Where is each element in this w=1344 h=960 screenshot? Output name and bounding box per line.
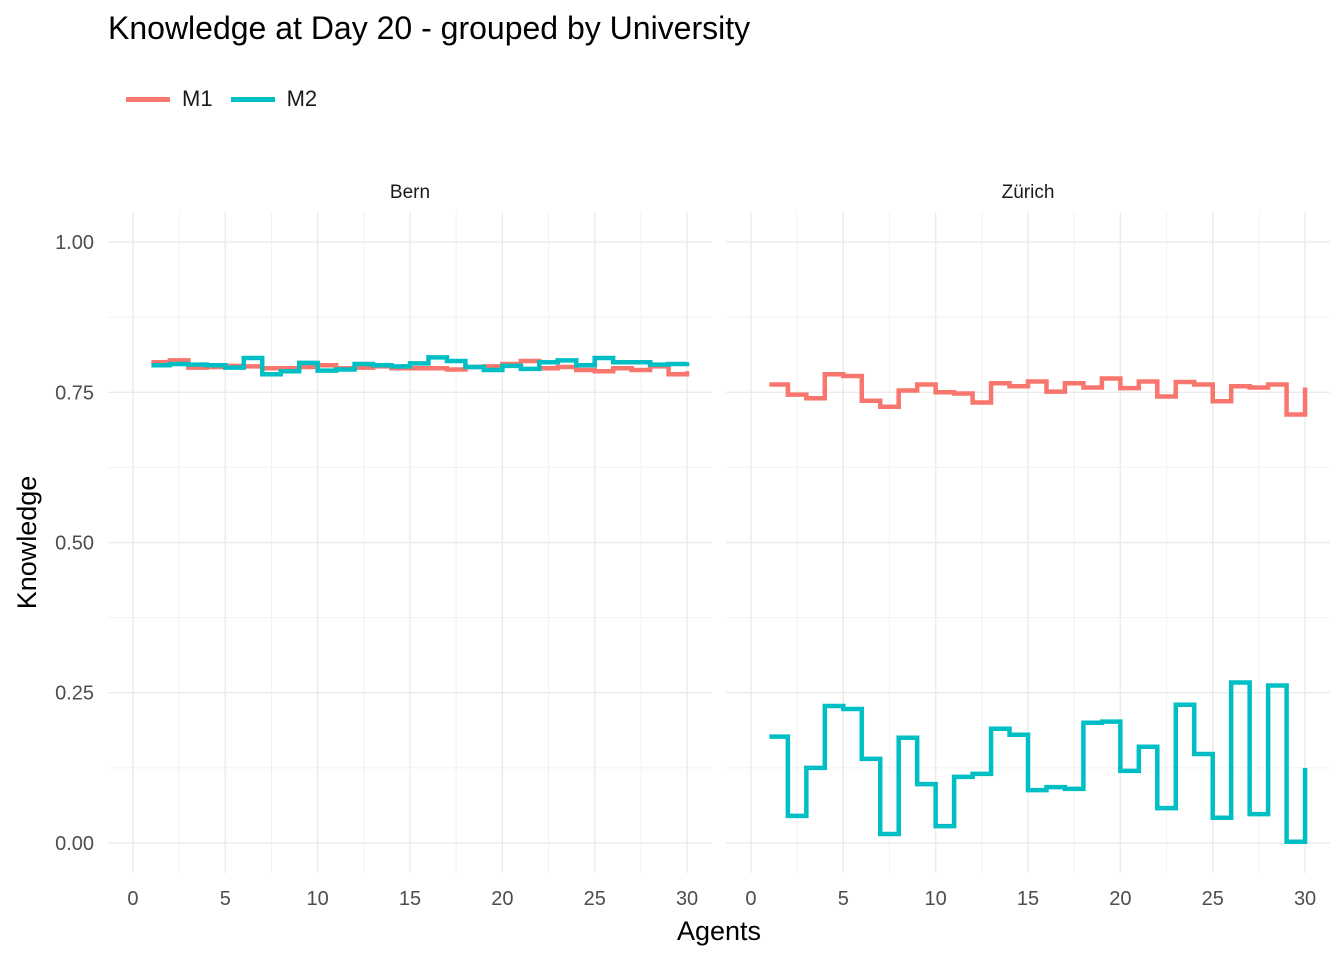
series-line-m2-bern <box>151 355 690 377</box>
y-tick-label: 0.25 <box>55 683 94 705</box>
legend: M1 M2 <box>126 86 335 112</box>
x-axis-title: Agents <box>677 916 761 946</box>
x-tick-label: 30 <box>676 888 698 910</box>
legend-swatch-m2 <box>230 96 275 102</box>
legend-item-m1: M1 <box>126 86 213 112</box>
chart-title: Knowledge at Day 20 - grouped by Univers… <box>108 10 751 46</box>
x-tick-label: 25 <box>1202 888 1224 910</box>
x-tick-label: 0 <box>127 888 138 910</box>
x-tick-label: 5 <box>220 888 231 910</box>
y-axis-title: Knowledge <box>12 476 42 610</box>
legend-label-m2: M2 <box>286 86 318 111</box>
y-tick-label: 1.00 <box>55 232 94 254</box>
x-tick-label: 15 <box>1017 888 1039 910</box>
panel-label-bern: Bern <box>390 182 430 203</box>
x-tick-label: 15 <box>399 888 421 910</box>
legend-item-m2: M2 <box>230 86 318 112</box>
x-tick-label: 20 <box>1109 888 1131 910</box>
y-tick-label: 0.00 <box>55 833 94 855</box>
x-tick-label: 0 <box>745 888 756 910</box>
legend-swatch-m1 <box>126 96 170 102</box>
y-tick-label: 0.75 <box>55 382 94 404</box>
panel-label-zrich: Zürich <box>1002 182 1055 203</box>
x-tick-label: 30 <box>1294 888 1316 910</box>
y-tick-label: 0.50 <box>55 533 94 555</box>
x-tick-label: 5 <box>838 888 849 910</box>
series-line-m1-zrich <box>769 372 1308 417</box>
x-tick-label: 10 <box>925 888 947 910</box>
x-tick-label: 10 <box>307 888 329 910</box>
x-tick-label: 25 <box>584 888 606 910</box>
legend-label-m1: M1 <box>182 86 213 111</box>
x-tick-label: 20 <box>491 888 513 910</box>
series-line-m2-zrich <box>769 680 1308 844</box>
